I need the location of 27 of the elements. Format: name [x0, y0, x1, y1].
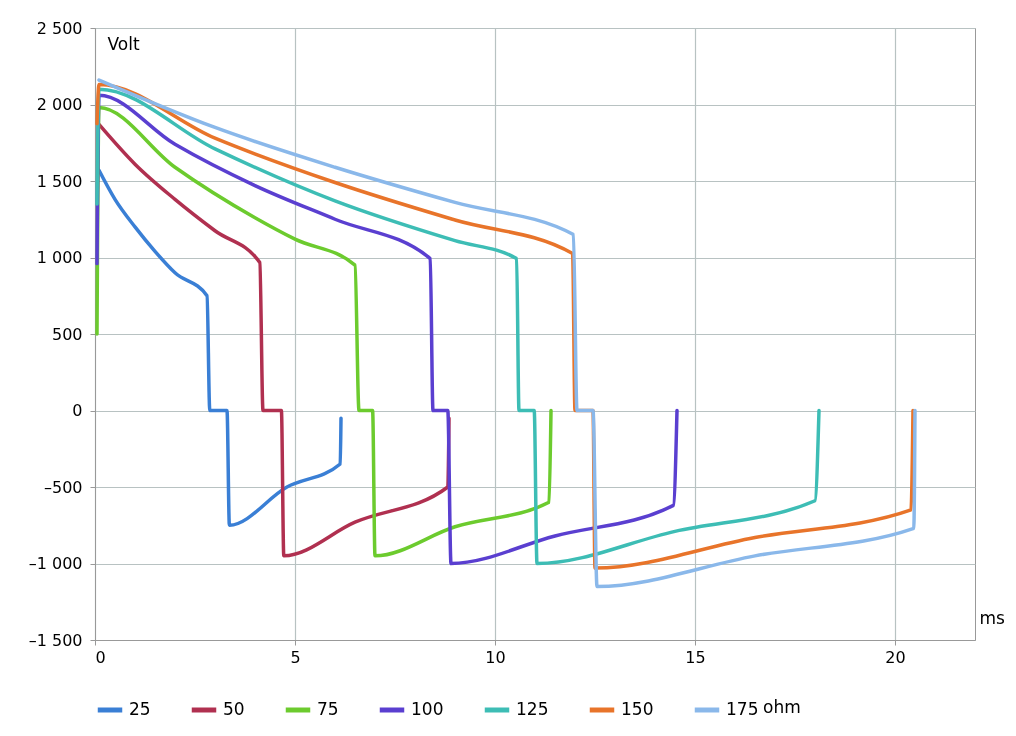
line-series [97, 122, 451, 558]
line-series [95, 93, 679, 566]
y-tick-label: 2 500 [36, 18, 83, 38]
y-tick-label: 500 [51, 324, 83, 344]
line-series [97, 168, 343, 527]
x-tick-label: 20 [885, 647, 906, 667]
y-tick-label: –500 [43, 477, 83, 497]
y-tick-label: 2 000 [36, 95, 83, 114]
y-tick-label: –1 500 [28, 630, 83, 650]
x-tick-label: 15 [685, 647, 706, 667]
y-tick-label: 1 000 [36, 248, 83, 267]
y-tick-label: 0 [72, 401, 83, 420]
x-tick-label: 0 [95, 647, 106, 667]
legend-label: 75 [317, 699, 339, 719]
legend-label: 100 [411, 699, 444, 719]
legend-label: 175 [726, 699, 759, 719]
legend-label: 25 [129, 699, 151, 719]
x-tick-label: 10 [485, 647, 506, 667]
legend-label: 125 [516, 699, 549, 719]
y-tick-label: 1 500 [36, 171, 83, 191]
y-axis-title: Volt [107, 33, 140, 54]
legend-label: 150 [621, 699, 654, 719]
legend-title: ohm [763, 697, 801, 717]
x-tick-label: 5 [290, 647, 301, 667]
legend-label: 50 [223, 699, 245, 719]
y-tick-label: –1 000 [28, 554, 83, 573]
x-axis-title: ms [979, 607, 1006, 628]
